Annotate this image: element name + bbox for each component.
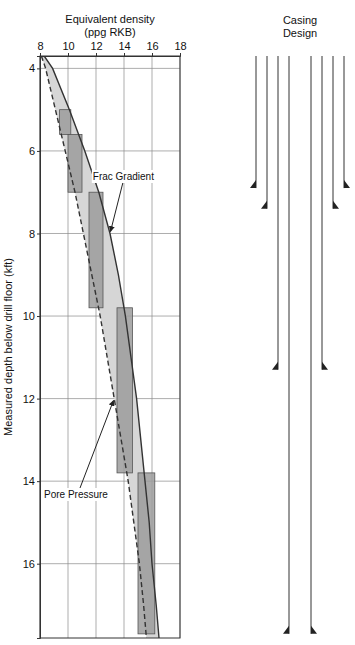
casing-string [278,56,279,370]
tick-mark [68,53,69,56]
tick-label: 12 [90,40,102,52]
casing-string [322,56,323,370]
tick-mark [37,151,40,152]
casing-string [333,56,334,209]
tick: 6 [29,145,40,157]
tick: 8 [29,228,40,240]
tick: 10 [62,40,74,56]
grid-line [40,68,180,69]
series-line [44,56,159,638]
mud-window [60,110,71,135]
axis-line [41,53,181,57]
casing-shoe [322,362,328,370]
x-axis: 8 10 12 14 16 18 [37,40,186,57]
casing-shoe [283,626,289,634]
tick: 12 [23,393,40,405]
window-envelope [41,56,159,638]
grid-line [40,398,180,399]
tick: 10 [23,310,40,322]
tick-mark [124,53,125,56]
tick-mark [40,53,41,56]
grid-line [40,481,180,482]
label-patch [43,488,109,501]
casing-design: CasingDesign [250,14,350,634]
tick-mark [37,68,40,69]
tick-label: 12 [23,393,35,405]
casing-shoe [272,362,278,370]
y-axis: 4 6 8 10 12 14 16 [23,57,41,639]
mud-window [68,134,82,192]
grid-line [40,563,180,564]
tick-label: 6 [29,145,35,157]
tick: 18 [174,40,186,56]
tick: 8 [37,40,43,56]
plot-area [41,56,159,638]
tick-mark [37,399,40,400]
tick: 14 [23,475,40,487]
casing-shoe [333,201,339,209]
tick-label: 18 [174,40,186,52]
tick: 12 [90,40,102,56]
tick: 4 [29,62,40,74]
grid-line [40,150,180,151]
grid-line [96,56,97,638]
annotation: Frac Gradient [92,170,155,232]
text-line: Design [283,27,317,39]
casing-shoe [311,626,317,634]
casing-shoe [261,201,267,209]
mud-window [89,192,103,308]
mud-window [117,308,132,473]
annotations: Frac Gradient Pore Pressure [43,170,155,501]
tick-mark [37,481,40,482]
casing-string [256,56,257,188]
annotation-label: Pore Pressure [44,489,108,500]
tick-mark [180,53,181,56]
tick-label: 16 [146,40,158,52]
tick-mark [37,564,40,565]
tick-mark [37,316,40,317]
annotation-arrow [110,183,122,232]
tick: 16 [23,558,40,570]
casing-string [267,56,268,209]
tick-label: 8 [37,40,43,52]
tick-label: 10 [62,40,74,52]
tick-label: 4 [29,62,35,74]
tick-mark [37,233,40,234]
tick-label: 8 [29,228,35,240]
tick-mark [96,53,97,56]
label-patch [92,170,155,183]
annotation: Pore Pressure [43,400,113,501]
annotation-label: Frac Gradient [93,171,154,182]
chart: 8 10 12 14 16 18 4 6 8 10 12 14 16 Equivalent density… [0,0,355,645]
text-line: (ppg RKB) [84,26,135,38]
tick-label: 14 [23,475,35,487]
casing-shoe [250,180,256,188]
series-line [41,56,146,638]
tick-label: 10 [23,310,35,322]
tick-mark [152,53,153,56]
axis-line [37,57,41,639]
grid [40,56,180,638]
casing-string [311,56,312,634]
tick-label: 16 [23,558,35,570]
casing-string [344,56,345,188]
casing-title: CasingDesign [283,14,317,39]
annotation-arrow [80,400,113,488]
y-axis-title: Measured depth below drill floor (kft) [2,258,14,436]
x-axis-title: Equivalent density(ppg RKB) [65,13,155,38]
plot-frame [40,56,180,638]
casing-shoe [344,180,350,188]
tick: 16 [146,40,158,56]
casing-string [289,56,290,634]
tick: 14 [118,40,130,56]
tick-label: 14 [118,40,130,52]
text-line: Casing [283,14,317,26]
text-line: Equivalent density [65,13,155,25]
